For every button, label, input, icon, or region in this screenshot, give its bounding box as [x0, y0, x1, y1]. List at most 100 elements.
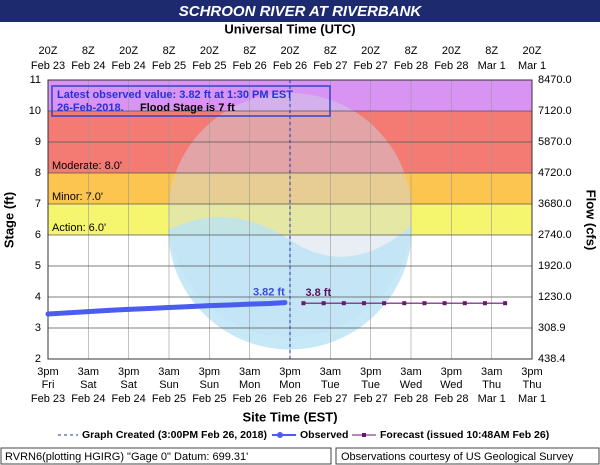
value-label: 3.8 ft: [305, 287, 331, 299]
observed-point: [247, 301, 253, 307]
y2-tick-label: 3680.0: [538, 198, 572, 210]
x-axis-label: Site Time (EST): [242, 409, 337, 424]
y-tick-label: 3: [35, 322, 41, 334]
y2-tick-label: 1920.0: [538, 260, 572, 272]
top-tick-label: Feb 26: [273, 60, 307, 72]
x-tick-label: Mon: [279, 379, 300, 391]
x-tick-label: Wed: [440, 379, 462, 391]
x-tick-label: Feb 24: [71, 393, 105, 405]
x-tick-label: 3am: [400, 366, 421, 378]
y2-tick-label: 2740.0: [538, 229, 572, 241]
zone-label: Action: 6.0': [52, 222, 106, 234]
footer-box: [0, 447, 332, 465]
y2-axis-label: Flow (cfs): [584, 190, 599, 251]
x-tick-label: 3pm: [199, 366, 220, 378]
observed-point: [85, 309, 91, 315]
x-tick-label: Feb 28: [394, 393, 428, 405]
forecast-point: [462, 301, 467, 306]
x-tick-label: Feb 26: [273, 393, 307, 405]
annotation: Flood Stage is 7 ft: [140, 102, 235, 114]
observed-point: [282, 300, 288, 306]
x-tick-label: Sat: [80, 379, 97, 391]
y-tick-label: 4: [35, 291, 41, 303]
top-tick-label: Feb 26: [233, 60, 267, 72]
observed-point: [166, 305, 172, 311]
legend-label: Forecast (issued 10:48AM Feb 26): [380, 429, 549, 441]
observed-point: [146, 305, 152, 311]
top-tick-label: 8Z: [405, 45, 418, 57]
title-bar: [0, 0, 600, 22]
x-tick-label: Mar 1: [478, 393, 506, 405]
footer-right: Observations courtesy of US Geological S…: [341, 451, 574, 463]
title: SCHROON RIVER AT RIVERBANK: [179, 3, 423, 20]
x-tick-label: Tue: [361, 379, 380, 391]
observed-point: [206, 303, 212, 309]
x-tick-label: 3pm: [279, 366, 300, 378]
x-tick-label: Sat: [120, 379, 137, 391]
y-tick-label: 7: [35, 198, 41, 210]
x-tick-label: 3pm: [441, 366, 462, 378]
y-tick-label: 5: [35, 260, 41, 272]
y2-tick-label: 5870.0: [538, 136, 572, 148]
top-tick-label: 20Z: [361, 45, 380, 57]
x-tick-label: Thu: [482, 379, 501, 391]
y-axis-label: Stage (ft): [1, 192, 16, 248]
observed-point: [65, 310, 71, 316]
observed-point: [227, 302, 232, 308]
forecast-point: [341, 301, 346, 306]
top-tick-label: 20Z: [523, 45, 542, 57]
x-tick-label: Tue: [321, 379, 340, 391]
y2-tick-label: 4720.0: [538, 167, 572, 179]
x-tick-label: 3pm: [118, 366, 139, 378]
y-tick-label: 6: [35, 229, 41, 241]
x-tick-label: Feb 24: [112, 393, 146, 405]
x-tick-label: 3am: [481, 366, 502, 378]
top-tick-label: Feb 25: [192, 60, 226, 72]
top-tick-label: 8Z: [243, 45, 256, 57]
top-tick-label: 8Z: [485, 45, 498, 57]
x-tick-label: Thu: [523, 379, 542, 391]
x-tick-label: 3am: [158, 366, 179, 378]
legend-swatch: [277, 432, 283, 438]
annotation: 26-Feb-2018.: [57, 102, 124, 114]
x-tick-label: Sun: [159, 379, 179, 391]
top-tick-label: Feb 27: [354, 60, 388, 72]
zone-label: Minor: 7.0': [52, 191, 103, 203]
y-tick-label: 10: [29, 105, 41, 117]
forecast-point: [382, 301, 387, 306]
x-tick-label: 3am: [78, 366, 99, 378]
forecast-point: [402, 301, 407, 306]
value-label: 3.82 ft: [253, 286, 285, 298]
x-tick-label: Sun: [200, 379, 220, 391]
legend-label: Graph Created (3:00PM Feb 26, 2018): [82, 429, 267, 441]
y2-tick-label: 1230.0: [538, 291, 572, 303]
observed-point: [186, 304, 192, 310]
x-tick-label: Feb 28: [434, 393, 468, 405]
x-tick-label: Mar 1: [518, 393, 546, 405]
forecast-point: [503, 301, 508, 306]
top-tick-label: 8Z: [324, 45, 337, 57]
x-tick-label: Feb 23: [31, 393, 65, 405]
x-tick-label: Mon: [239, 379, 260, 391]
top-tick-label: 8Z: [163, 45, 176, 57]
forecast-point: [301, 301, 306, 306]
y2-tick-label: 438.4: [538, 353, 566, 365]
x-tick-label: 3pm: [360, 366, 381, 378]
y-tick-label: 8: [35, 167, 41, 179]
y2-tick-label: 7120.0: [538, 105, 572, 117]
annotation: Latest observed value: 3.82 ft at 1:30 P…: [57, 89, 293, 101]
top-tick-label: 20Z: [200, 45, 219, 57]
x-tick-label: Wed: [400, 379, 422, 391]
y-tick-label: 2: [35, 353, 41, 365]
forecast-point: [321, 301, 326, 306]
top-tick-label: 20Z: [442, 45, 461, 57]
top-tick-label: Feb 28: [394, 60, 428, 72]
x-tick-label: Feb 25: [152, 393, 186, 405]
forecast-point: [361, 301, 366, 306]
observed-point: [126, 306, 132, 312]
x-tick-label: Feb 27: [354, 393, 388, 405]
legend-swatch: [362, 433, 366, 437]
top-tick-label: Feb 24: [112, 60, 146, 72]
x-tick-label: 3am: [320, 366, 341, 378]
